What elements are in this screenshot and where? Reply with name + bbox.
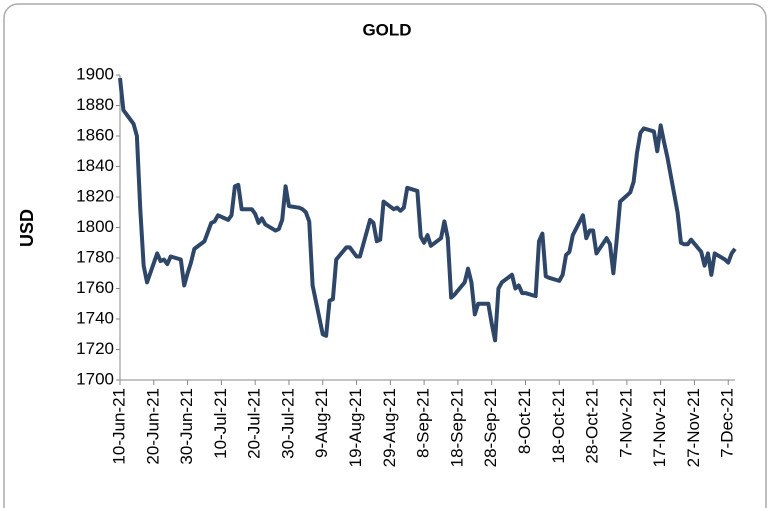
x-tick-label: 28-Oct-21 <box>583 388 602 464</box>
x-tick-label: 18-Oct-21 <box>549 388 568 464</box>
x-tick-label: 17-Nov-21 <box>650 388 669 467</box>
y-tick-label: 1840 <box>76 156 114 175</box>
x-tick-label: 7-Nov-21 <box>616 388 635 458</box>
y-tick-label: 1900 <box>76 64 114 83</box>
x-tick-label: 18-Sep-21 <box>447 388 466 467</box>
y-axis-label: USD <box>17 209 37 247</box>
price-line <box>118 77 737 343</box>
x-tick-label: 9-Aug-21 <box>312 388 331 458</box>
y-tick-label: 1760 <box>76 278 114 297</box>
y-tick-label: 1700 <box>76 369 114 388</box>
y-tick-label: 1780 <box>76 247 114 266</box>
x-tick-label: 19-Aug-21 <box>346 388 365 467</box>
x-tick-label: 7-Dec-21 <box>718 388 737 458</box>
y-tick-label: 1740 <box>76 308 114 327</box>
y-tick-label: 1820 <box>76 186 114 205</box>
x-tick-label: 27-Nov-21 <box>684 388 703 467</box>
x-tick-label: 20-Jul-21 <box>245 388 264 459</box>
x-tick-label: 8-Oct-21 <box>515 388 534 454</box>
x-tick-label: 28-Sep-21 <box>481 388 500 467</box>
x-tick-label: 30-Jun-21 <box>177 388 196 465</box>
y-tick-label: 1720 <box>76 339 114 358</box>
x-tick-label: 20-Jun-21 <box>143 388 162 465</box>
chart-title: GOLD <box>362 20 411 39</box>
x-tick-label: 10-Jul-21 <box>211 388 230 459</box>
y-tick-label: 1800 <box>76 217 114 236</box>
x-tick-label: 30-Jul-21 <box>278 388 297 459</box>
chart-frame <box>3 3 767 508</box>
x-tick-label: 10-Jun-21 <box>109 388 128 465</box>
x-tick-label: 8-Sep-21 <box>414 388 433 458</box>
x-tick-label: 29-Aug-21 <box>380 388 399 467</box>
y-tick-label: 1880 <box>76 95 114 114</box>
y-tick-label: 1860 <box>76 125 114 144</box>
